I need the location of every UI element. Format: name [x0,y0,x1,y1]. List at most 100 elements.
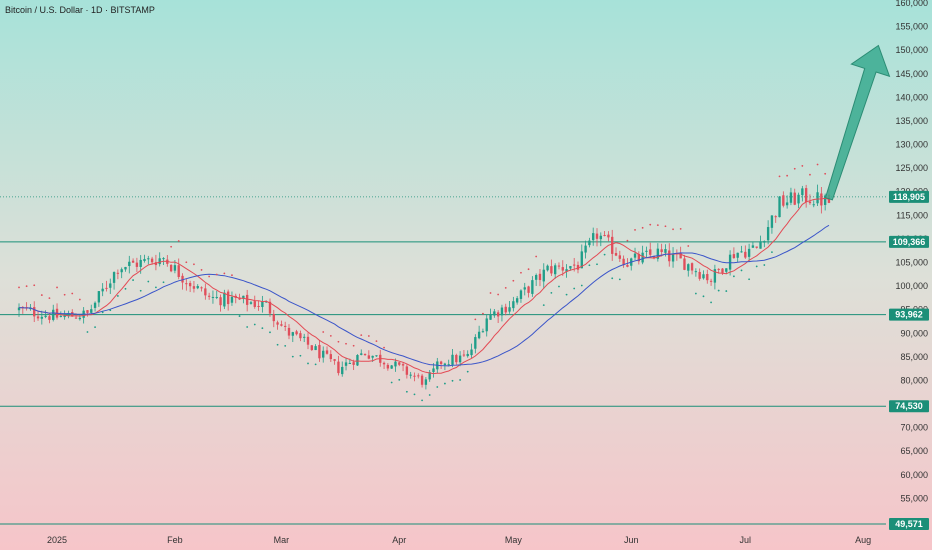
candle[interactable] [356,354,359,366]
candle[interactable] [694,268,698,277]
candle[interactable] [599,232,602,247]
candle[interactable] [481,328,485,333]
candle[interactable] [553,263,557,279]
candle[interactable] [97,290,101,307]
candle[interactable] [801,185,804,202]
candle[interactable] [755,246,758,249]
price-axis-panel[interactable] [886,0,932,550]
candle[interactable] [398,361,401,367]
candle[interactable] [774,215,777,223]
candle[interactable] [48,313,51,324]
candle[interactable] [105,280,108,292]
candle[interactable] [706,269,709,284]
candle[interactable] [698,268,701,281]
candle[interactable] [778,196,781,218]
candle[interactable] [337,355,340,376]
candle[interactable] [622,255,625,268]
candle[interactable] [709,278,713,286]
candle[interactable] [432,363,435,378]
candle[interactable] [736,252,739,263]
candle[interactable] [276,320,279,330]
candle[interactable] [341,361,344,377]
candle[interactable] [375,355,378,357]
candle[interactable] [211,290,215,304]
candle[interactable] [306,332,310,350]
candle[interactable] [420,373,424,388]
candle[interactable] [789,187,793,206]
candle[interactable] [702,270,705,280]
candle[interactable] [744,245,747,259]
candle[interactable] [816,184,819,207]
candle[interactable] [618,250,621,263]
candle[interactable] [128,255,131,274]
candle[interactable] [295,329,298,336]
candle[interactable] [344,357,348,371]
candle[interactable] [230,291,234,306]
candle[interactable] [215,290,218,300]
candle[interactable] [299,330,302,342]
candle[interactable] [538,269,542,287]
candle[interactable] [417,373,420,379]
candle[interactable] [131,258,135,263]
candle[interactable] [284,321,287,331]
candle[interactable] [291,331,294,343]
candle[interactable] [496,310,500,323]
candle[interactable] [614,247,618,257]
candle[interactable] [314,344,317,351]
candle[interactable] [770,214,774,234]
candle[interactable] [683,254,686,271]
candle[interactable] [33,301,36,323]
candle[interactable] [512,296,515,312]
candle[interactable] [329,350,333,363]
candle[interactable] [112,271,116,290]
candle[interactable] [116,269,120,280]
candle[interactable] [804,184,808,208]
candle[interactable] [458,351,462,367]
candle[interactable] [534,273,538,286]
candle[interactable] [595,228,599,247]
candle[interactable] [169,264,173,273]
candle[interactable] [428,369,431,382]
candle[interactable] [67,310,70,319]
candle[interactable] [413,372,416,382]
candle[interactable] [782,191,785,208]
candle[interactable] [310,344,313,352]
candle[interactable] [90,304,93,315]
candle[interactable] [147,255,150,265]
candle[interactable] [177,258,180,280]
candle[interactable] [120,267,123,279]
candle[interactable] [649,242,652,258]
candle[interactable] [325,346,329,355]
candle[interactable] [603,230,606,237]
candle[interactable] [474,334,477,354]
candle[interactable] [287,324,291,340]
candle[interactable] [394,358,397,372]
candle[interactable] [409,371,412,379]
candle[interactable] [150,256,154,265]
candle[interactable] [124,266,127,272]
candle[interactable] [188,280,192,293]
candle[interactable] [489,308,492,320]
candle[interactable] [584,240,587,259]
candle[interactable] [823,193,827,211]
candle[interactable] [443,362,447,371]
candle[interactable] [253,295,256,309]
candle[interactable] [641,245,644,265]
candle[interactable] [580,244,583,269]
candle[interactable] [493,308,496,318]
candle[interactable] [466,350,469,358]
candle[interactable] [660,243,663,257]
candle[interactable] [242,295,245,304]
candle[interactable] [280,320,283,327]
candle[interactable] [626,258,629,268]
candle[interactable] [485,314,488,337]
candle[interactable] [687,263,690,277]
candle[interactable] [455,353,458,365]
projection-arrow[interactable] [824,44,891,201]
candle[interactable] [732,247,736,259]
candle[interactable] [93,301,97,312]
candle[interactable] [363,353,367,356]
candle[interactable] [607,231,610,242]
candle[interactable] [44,310,47,319]
candle[interactable] [36,311,40,321]
